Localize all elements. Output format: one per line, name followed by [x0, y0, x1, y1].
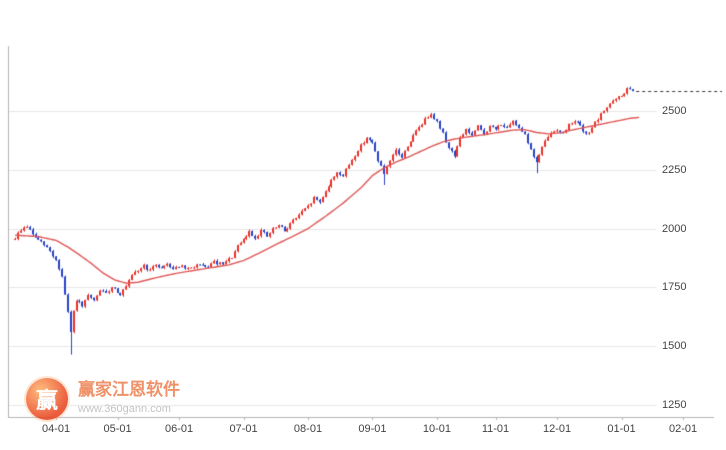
x-axis-label: 10-01: [422, 423, 451, 435]
x-axis-label: 06-01: [165, 423, 194, 435]
x-axis-label: 05-01: [103, 423, 132, 435]
x-axis-label: 01-01: [607, 423, 636, 435]
x-axis-label: 12-01: [542, 423, 572, 435]
y-axis-label: 2000: [662, 222, 687, 235]
x-axis-label: 02-01: [668, 423, 698, 435]
x-axis-label: 09-01: [358, 423, 387, 435]
y-axis-label: 1250: [662, 399, 687, 412]
y-axis-label: 1500: [662, 340, 687, 353]
y-axis-label: 2500: [662, 104, 687, 117]
x-axis-label: 07-01: [229, 423, 258, 435]
x-axis-label: 08-01: [293, 423, 323, 435]
x-axis-label: 04-01: [41, 423, 71, 435]
y-axis-label: 2250: [662, 163, 687, 176]
x-axis-label: 11-01: [481, 423, 510, 435]
y-axis-label: 1750: [662, 281, 687, 294]
